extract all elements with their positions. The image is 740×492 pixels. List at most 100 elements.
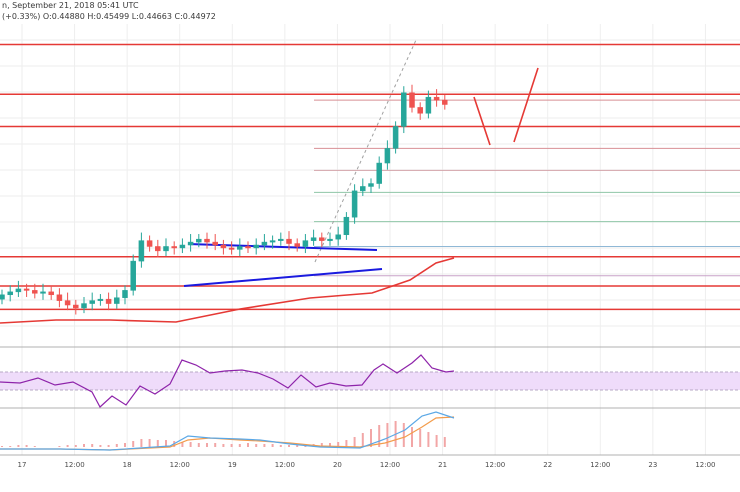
candle-body (15, 288, 22, 293)
candle-body (409, 92, 415, 108)
candle (196, 234, 202, 248)
macd-histogram-bar (238, 444, 241, 447)
x-tick-label: 12:00 (275, 461, 295, 469)
macd-histogram-bar (74, 445, 77, 447)
candle-body (351, 190, 358, 218)
candle-body (155, 246, 161, 252)
candle (138, 232, 145, 268)
candle (294, 238, 300, 252)
macd-histogram-bar (337, 442, 340, 447)
macd-histogram-bar (206, 443, 208, 447)
macd-histogram-bar (33, 446, 36, 447)
candle (261, 234, 268, 251)
macd-histogram-bar (1, 446, 3, 447)
macd-histogram-bar (255, 444, 258, 447)
macd-histogram-bar (181, 442, 184, 447)
candle-body (23, 288, 30, 291)
ohlc-readout: (+0.33%) O:0.44880 H:0.45499 L:0.44663 C… (2, 12, 216, 21)
macd-histogram-bar (66, 445, 69, 447)
moving-average-line (0, 257, 455, 324)
x-tick-label: 20 (333, 461, 342, 469)
candle (253, 238, 259, 255)
macd-histogram-bar (9, 446, 12, 447)
candle (327, 232, 333, 246)
candle (269, 235, 276, 249)
candle (425, 90, 432, 119)
candle-body (220, 244, 227, 249)
candle (417, 102, 423, 120)
rsi-band (0, 372, 740, 390)
macd-histogram-bar (386, 423, 389, 447)
candle-body (425, 96, 432, 114)
candle-body (376, 162, 382, 184)
candle-body (130, 260, 136, 291)
macd-histogram-bar (427, 432, 430, 447)
candle (351, 184, 358, 224)
candle-body (48, 291, 54, 296)
candle (73, 299, 79, 315)
candle-body (97, 298, 104, 301)
candle-body (171, 246, 177, 249)
candle (319, 232, 325, 248)
candle-body (360, 186, 366, 192)
candle-body (228, 247, 235, 250)
macd-histogram-bar (443, 437, 446, 447)
candle-body (105, 298, 112, 304)
macd-histogram-bar (370, 429, 372, 447)
candle (0, 289, 5, 305)
candle-body (196, 238, 202, 243)
macd-histogram-bar (165, 440, 167, 447)
candle-body (212, 241, 218, 246)
x-tick-label: 21 (438, 461, 447, 469)
candle (7, 285, 13, 302)
macd-histogram-bar (148, 439, 151, 447)
macd-histogram-bar (279, 445, 282, 447)
macd-histogram-bar (263, 444, 266, 447)
candles (0, 84, 448, 315)
macd-histogram-bar (140, 439, 143, 447)
macd-histogram-bar (99, 445, 102, 447)
candle-body (237, 246, 243, 250)
macd-histogram-bar (222, 444, 225, 447)
candle-body (442, 99, 448, 105)
candle (105, 292, 112, 311)
macd-histogram-bar (58, 446, 61, 447)
candle (302, 234, 309, 254)
macd-histogram-bar (435, 435, 438, 447)
x-tick-label: 23 (648, 461, 657, 469)
x-tick-label: 17 (18, 461, 27, 469)
horizontal-levels (0, 43, 740, 311)
candle (237, 238, 243, 256)
macd-histogram-bar (320, 443, 323, 447)
macd-histogram-bar (124, 443, 126, 447)
candle-body (319, 237, 325, 241)
macd-histogram-bar (247, 443, 249, 447)
candle-body (56, 294, 63, 301)
candle-body (245, 246, 251, 249)
macd-histogram-bar (419, 429, 422, 447)
macd-histogram-bar (402, 423, 405, 447)
macd-histogram-bar (107, 445, 110, 447)
macd-histogram-bar (189, 442, 192, 447)
macd-histogram-bar (132, 441, 135, 447)
candle (409, 84, 415, 113)
candle (442, 94, 448, 110)
candle (401, 86, 407, 134)
macd-histogram-bar (115, 444, 118, 447)
x-tick-label: 12:00 (590, 461, 610, 469)
macd-histogram-bar (296, 445, 299, 447)
candle (15, 280, 22, 297)
candle-body (32, 290, 38, 294)
macd-histogram-bar (25, 445, 28, 447)
macd-histogram-bar (214, 443, 217, 447)
candle (245, 241, 251, 254)
macd-histogram-bar (361, 433, 364, 447)
candle-body (146, 240, 153, 247)
candle-body (433, 96, 440, 101)
candle (228, 241, 235, 255)
candle (204, 232, 210, 249)
candle (220, 239, 227, 255)
x-tick-label: 22 (543, 461, 552, 469)
candle-body (261, 241, 268, 246)
